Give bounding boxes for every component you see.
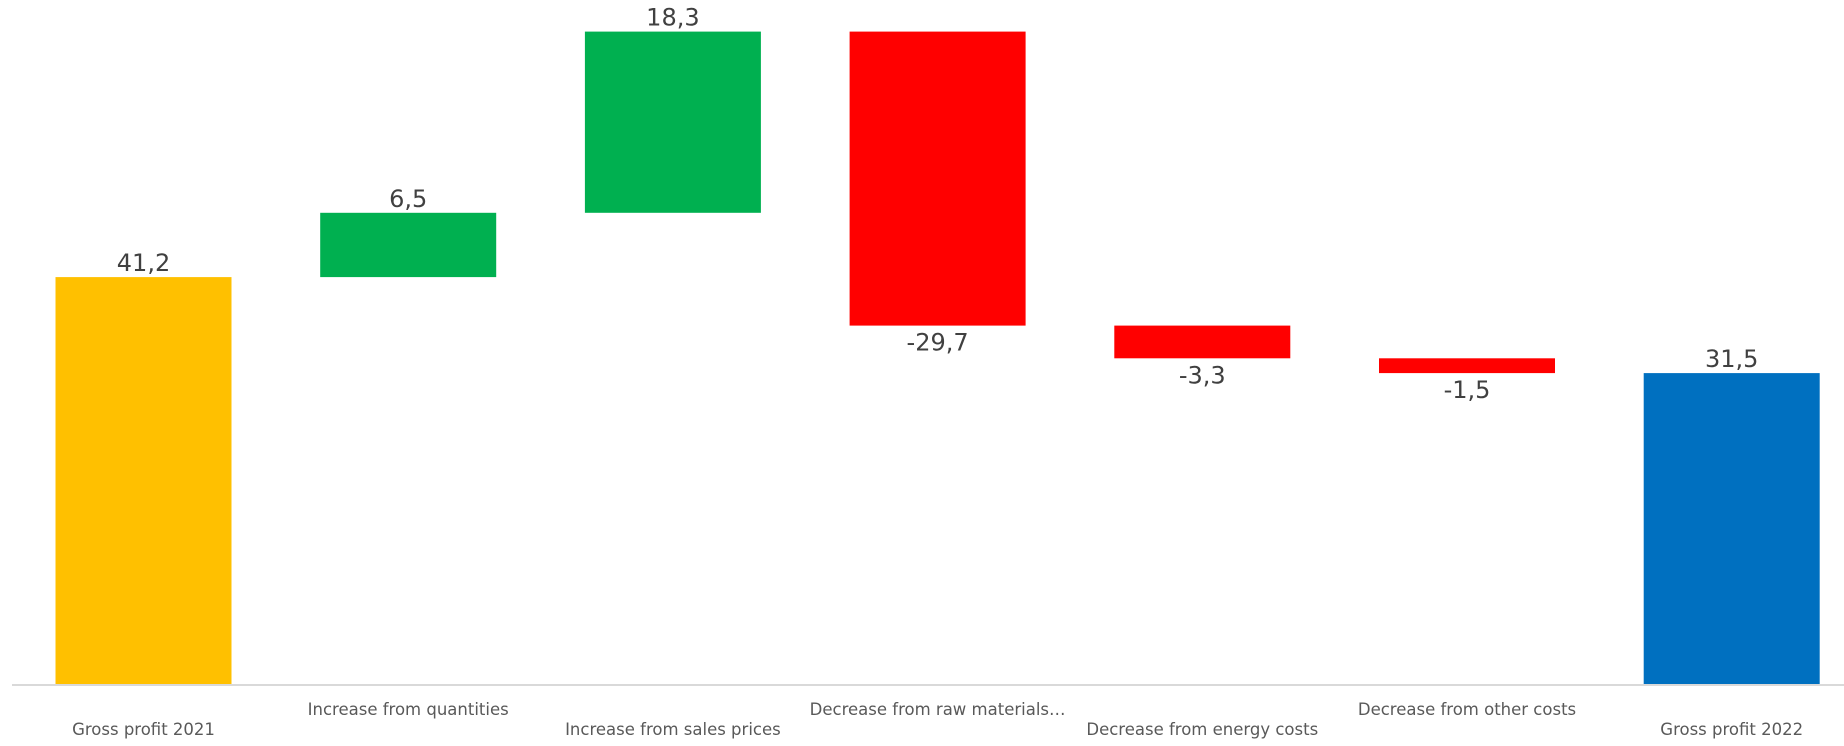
category-label-7: Gross profit 2022	[1660, 720, 1803, 739]
bar-5	[1114, 325, 1291, 359]
bar-1	[55, 277, 232, 685]
category-label-1: Gross profit 2021	[72, 720, 215, 739]
value-label-6: -1,5	[1444, 376, 1491, 404]
category-label-5: Decrease from energy costs	[1086, 720, 1318, 739]
category-label-2: Increase from quantities	[308, 700, 509, 719]
value-label-2: 6,5	[389, 185, 427, 213]
bars-layer	[55, 31, 1820, 685]
value-label-3: 18,3	[646, 4, 699, 32]
bar-7	[1643, 373, 1820, 685]
bar-4	[849, 31, 1026, 326]
bar-6	[1379, 358, 1555, 374]
category-label-6: Decrease from other costs	[1358, 700, 1576, 719]
category-label-3: Increase from sales prices	[565, 720, 781, 739]
category-label-4: Decrease from raw materials…	[810, 700, 1066, 719]
bar-2	[320, 212, 497, 278]
category-labels-layer: Gross profit 2021 Increase from quantitie…	[72, 700, 1803, 739]
value-label-1: 41,2	[117, 249, 170, 277]
value-labels-layer: 41,2 6,5 18,3 -29,7 -3,3 -1,5 31,5	[117, 4, 1759, 405]
value-label-7: 31,5	[1705, 345, 1758, 373]
bar-3	[584, 31, 761, 213]
value-label-5: -3,3	[1179, 361, 1226, 389]
value-label-4: -29,7	[907, 329, 969, 357]
